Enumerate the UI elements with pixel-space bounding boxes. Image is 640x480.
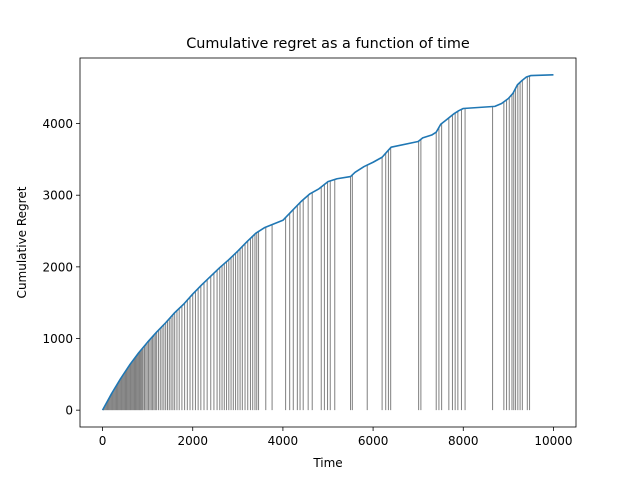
x-tick-label: 2000 bbox=[177, 434, 208, 448]
y-tick-label: 0 bbox=[65, 404, 73, 418]
x-axis: 0 2000 4000 6000 8000 10000 bbox=[99, 427, 573, 448]
x-tick-label: 10000 bbox=[534, 434, 572, 448]
chart-title: Cumulative regret as a function of time bbox=[186, 36, 470, 52]
x-tick-label: 8000 bbox=[448, 434, 479, 448]
y-tick-label: 3000 bbox=[42, 189, 73, 203]
vlines-group bbox=[102, 75, 531, 411]
y-axis: 0 1000 2000 3000 4000 bbox=[42, 117, 80, 418]
y-tick-label: 2000 bbox=[42, 260, 73, 274]
plot-area-frame bbox=[79, 57, 577, 428]
x-tick-label: 6000 bbox=[358, 434, 389, 448]
x-axis-label: Time bbox=[312, 456, 342, 470]
cumulative-regret-line bbox=[101, 74, 554, 411]
x-tick-label: 4000 bbox=[268, 434, 299, 448]
y-tick-label: 4000 bbox=[42, 117, 73, 131]
x-tick-label: 0 bbox=[99, 434, 107, 448]
y-axis-label: Cumulative Regret bbox=[15, 186, 29, 298]
series-group bbox=[101, 74, 554, 411]
y-tick-label: 1000 bbox=[42, 332, 73, 346]
